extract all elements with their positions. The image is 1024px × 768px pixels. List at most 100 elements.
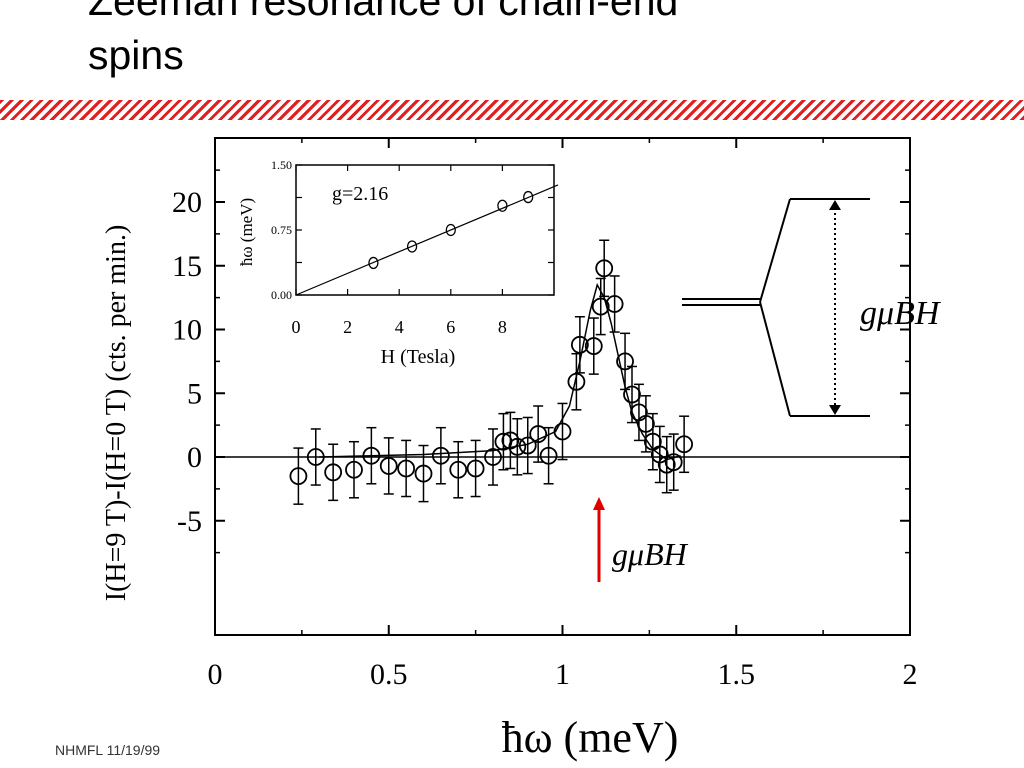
main-y-tick-label: 5 — [187, 377, 202, 410]
main-x-tick-label: 0 — [208, 658, 223, 691]
main-data-point — [431, 426, 450, 485]
main-data-point — [570, 316, 589, 374]
main-data-point — [553, 402, 572, 461]
main-fit-polyline — [319, 282, 681, 461]
main-data-point — [362, 426, 381, 485]
main-data-marker — [529, 425, 548, 443]
main-data-marker — [508, 437, 527, 456]
main-x-tick-label: 0.5 — [370, 658, 408, 691]
zeeman-splitting-label: gμBH — [860, 295, 942, 332]
main-x-axis-label: ħω (meV) — [502, 713, 679, 762]
main-data-point — [529, 405, 548, 463]
main-data-point — [637, 395, 655, 453]
inset-y-tick-labels: 0.00 0.75 1.50 — [271, 158, 292, 302]
main-data-marker — [379, 457, 398, 475]
main-data-marker — [584, 337, 603, 355]
main-data-marker — [518, 436, 537, 455]
main-data-marker — [616, 352, 634, 371]
slide-title: Zeeman resonance of chain-end spins — [88, 0, 988, 82]
main-data-point — [605, 275, 624, 333]
resonance-arrowhead — [593, 497, 605, 510]
inset-x-tick-label: 0 — [292, 317, 301, 337]
main-data-point — [595, 239, 614, 298]
inset-background — [296, 165, 554, 295]
main-x-tick-label: 2 — [903, 658, 918, 691]
main-data-point — [508, 418, 527, 476]
main-y-axis-label: I(H=9 T)-I(H=0 T) (cts. per min.) — [101, 225, 132, 602]
main-data-marker — [362, 446, 381, 465]
main-data-point — [494, 412, 513, 471]
main-data-marker — [539, 446, 558, 465]
main-y-tick-label: 0 — [187, 441, 202, 474]
main-data-point — [650, 425, 669, 484]
main-data-marker — [567, 372, 586, 391]
main-x-tick-label: 1 — [555, 658, 570, 691]
main-data-point — [345, 440, 363, 499]
slide-title-line1: Zeeman resonance of chain-end — [88, 0, 679, 24]
main-data-marker — [306, 448, 325, 466]
main-data-marker — [397, 459, 416, 478]
main-y-tick-label: -5 — [177, 505, 202, 538]
main-x-tick-labels: 0 0.5 1 1.5 2 — [208, 658, 918, 691]
main-data-point — [379, 437, 398, 495]
inset-x-tick-labels: 0 2 4 6 8 — [292, 317, 507, 337]
main-data-marker — [449, 460, 468, 479]
main-data-point — [539, 426, 558, 485]
inset-y-tick-label: 0.00 — [271, 288, 292, 302]
main-data-marker — [605, 295, 624, 313]
inset-x-tick-label: 2 — [343, 317, 352, 337]
main-data-marker — [637, 414, 655, 433]
main-data-point — [414, 444, 433, 503]
main-data-marker — [466, 459, 485, 478]
main-axis-ticks — [214, 138, 911, 635]
main-data-marker — [553, 422, 572, 441]
main-y-tick-label: 20 — [172, 186, 202, 219]
main-data-marker — [324, 463, 343, 482]
main-data-points — [289, 239, 694, 505]
inset-fit-segment — [295, 184, 559, 296]
inset-data-marker — [523, 190, 534, 204]
zeeman-level-diagram — [682, 198, 870, 417]
inset-y-tick-label: 0.75 — [271, 223, 292, 237]
main-data-point — [584, 317, 603, 375]
inset-x-tick-label: 4 — [395, 317, 404, 337]
main-data-marker — [591, 297, 610, 316]
inset-y-tick-label: 1.50 — [271, 158, 292, 172]
main-data-marker — [289, 467, 308, 486]
main-data-point — [306, 428, 325, 486]
inset-data-marker — [368, 256, 379, 270]
main-data-marker — [484, 448, 502, 466]
inset-x-tick-label: 6 — [446, 317, 455, 337]
main-data-point — [518, 416, 537, 475]
main-data-marker — [570, 335, 589, 354]
main-data-point — [501, 411, 520, 470]
main-data-point — [397, 439, 416, 498]
inset-axis-ticks — [295, 164, 554, 296]
main-data-point — [675, 415, 694, 474]
inset-data-points — [368, 190, 534, 270]
main-fit-curve — [319, 282, 681, 461]
main-y-tick-labels: -5 0 5 10 15 20 — [172, 186, 202, 538]
main-data-point — [466, 439, 485, 498]
main-x-tick-label: 1.5 — [718, 658, 756, 691]
slide-title-line2: spins — [88, 32, 184, 78]
inset-fit-line — [295, 184, 559, 296]
main-data-point — [664, 433, 683, 491]
main-data-point — [324, 443, 343, 502]
inset-x-axis-label: H (Tesla) — [381, 346, 456, 368]
resonance-arrow-label: gμBH — [612, 536, 689, 572]
main-data-marker — [431, 446, 450, 465]
inset-g-value: g=2.16 — [332, 183, 388, 205]
main-data-point — [449, 440, 468, 499]
inset-data-marker — [497, 199, 508, 212]
main-data-marker — [595, 259, 614, 278]
main-y-tick-label: 15 — [172, 250, 202, 283]
title-divider-hatch — [0, 100, 1024, 120]
main-data-marker — [414, 464, 433, 483]
main-data-marker — [345, 460, 363, 479]
inset-data-marker — [445, 223, 456, 237]
main-data-marker — [675, 435, 694, 454]
main-data-point — [567, 352, 586, 411]
main-data-point — [616, 332, 634, 391]
